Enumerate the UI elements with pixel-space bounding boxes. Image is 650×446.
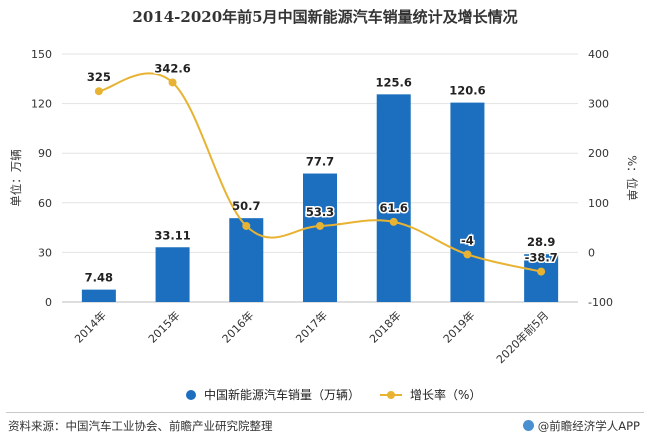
- y-left-tick-label: 0: [45, 296, 52, 309]
- line-point: [316, 221, 324, 230]
- bar-value-label: 50.7: [232, 199, 260, 213]
- x-tick-label: 2017年: [293, 308, 330, 345]
- line-value-label: -38.7: [525, 251, 558, 265]
- brand-text: @前瞻经济学人APP: [537, 419, 640, 433]
- line-point: [94, 87, 103, 96]
- bar-value-label: 33.11: [154, 228, 190, 242]
- x-tick-label: 2018年: [366, 308, 403, 345]
- line-value-label-halo: 61.6: [380, 201, 408, 215]
- brand-logo-icon: [522, 420, 534, 431]
- legend-label-growth: 增长率（%）: [410, 388, 482, 402]
- chart-title: 2014-2020年前5月中国新能源汽车销量统计及增长情况: [132, 8, 518, 26]
- y-left-tick-label: 30: [38, 246, 52, 259]
- x-tick-label: 2020年前5月: [493, 308, 551, 366]
- x-tick-label: 2014年: [72, 308, 109, 345]
- bar: [450, 102, 485, 302]
- bar: [524, 254, 559, 302]
- y-left-tick-label: 60: [38, 197, 52, 210]
- y-right-tick-label: -100: [588, 296, 613, 309]
- line-point: [168, 78, 177, 87]
- legend-line-marker: [380, 390, 402, 400]
- y-left-tick-label: 150: [31, 48, 52, 61]
- legend: 中国新能源汽车销量（万辆） 增长率（%）: [0, 386, 650, 404]
- line-value-label-halo: -4: [461, 233, 474, 247]
- legend-bar-marker: [186, 390, 196, 400]
- bar-value-label: 125.6: [376, 75, 412, 89]
- legend-item-sales: 中国新能源汽车销量（万辆）: [186, 386, 360, 403]
- brand-credit: @前瞻经济学人APP: [522, 418, 640, 434]
- source-note: 资料来源：中国汽车工业协会、前瞻产业研究院整理: [8, 419, 273, 433]
- bar: [229, 218, 264, 302]
- line-point: [537, 267, 546, 276]
- bar: [155, 247, 190, 302]
- x-tick-label: 2015年: [145, 308, 182, 345]
- y-right-tick-label: 300: [588, 98, 609, 111]
- y-right-tick-label: 0: [588, 246, 595, 259]
- legend-label-sales: 中国新能源汽车销量（万辆）: [204, 388, 361, 402]
- bar-value-label: 77.7: [306, 155, 334, 169]
- bar-value-label: 28.9: [527, 235, 555, 249]
- y-left-axis-title: 单位：万辆: [9, 149, 23, 207]
- bar: [303, 173, 337, 302]
- y-right-tick-label: 200: [588, 147, 609, 160]
- y-right-tick-label: 100: [588, 197, 609, 210]
- line-value-label: -4: [461, 233, 474, 247]
- line-point: [389, 217, 398, 226]
- line-value-label-halo: 342.6: [154, 61, 190, 75]
- x-tick-label: 2016年: [219, 308, 256, 345]
- y-right-tick-label: 400: [588, 48, 609, 61]
- chart-plot: 7.4833.1150.777.7125.6120.628.9325325342…: [9, 48, 639, 366]
- x-tick-label: 2019年: [440, 308, 477, 345]
- bar-value-label: 120.6: [449, 84, 485, 98]
- line-value-label: 325: [87, 70, 111, 84]
- bar-value-label: 7.48: [85, 271, 113, 285]
- line-value-label: 61.6: [380, 201, 408, 215]
- y-left-tick-label: 90: [38, 147, 52, 160]
- y-right-axis-title: %：位单: [625, 155, 639, 200]
- line-value-label-halo: -38.7: [525, 251, 558, 265]
- line-point: [242, 221, 251, 230]
- line-value-label: 342.6: [154, 61, 190, 75]
- line-value-label-halo: 325: [87, 70, 111, 84]
- line-value-label-halo: 53.3: [306, 205, 334, 219]
- line-point: [463, 250, 472, 259]
- line-value-label: 53.3: [306, 205, 334, 219]
- legend-item-growth: 增长率（%）: [380, 386, 481, 403]
- footer-divider: [6, 412, 644, 413]
- bar: [81, 289, 116, 302]
- y-left-tick-label: 120: [31, 98, 52, 111]
- bar: [376, 94, 411, 302]
